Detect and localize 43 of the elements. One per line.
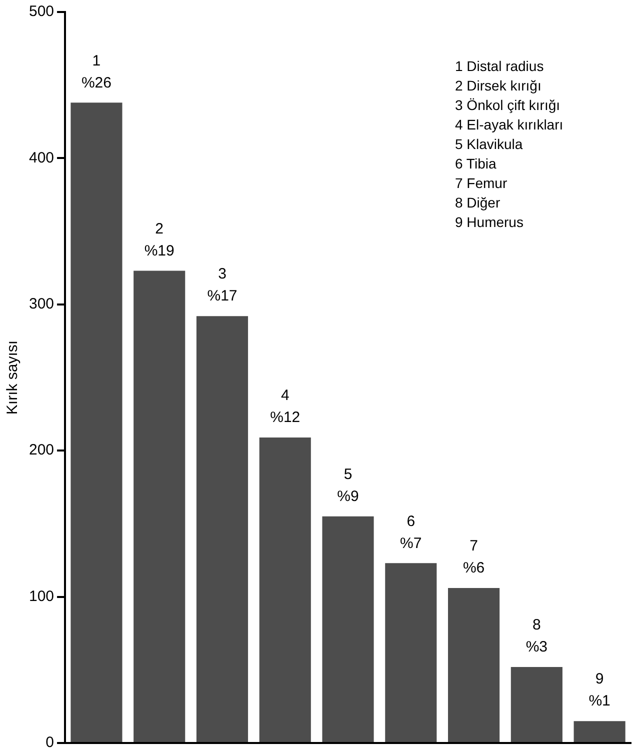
y-tick-label: 200 (28, 442, 54, 459)
annotation: 7 Femur (455, 174, 508, 191)
bar (196, 316, 248, 742)
annotation: 6 Tibia (455, 155, 496, 172)
annotation: %19 (144, 242, 174, 260)
annotation: 8 Diğer (455, 194, 500, 210)
x-tick-label: 2 (155, 220, 164, 238)
annotation: 2 Dirsek kırığı (455, 77, 542, 94)
bar (259, 437, 311, 742)
x-tick-label: 5 (344, 466, 352, 484)
y-tick-label: 0 (46, 734, 54, 752)
annotation: %3 (526, 638, 548, 656)
annotation: %1 (588, 692, 610, 710)
annotation: %6 (462, 560, 485, 577)
y-axis-title: Kırık sayısı (4, 340, 22, 415)
annotation: 1 Distal radius (455, 58, 544, 74)
y-tick-label: 400 (28, 149, 54, 166)
x-tick-label: 8 (532, 616, 541, 634)
annotation: %26 (81, 74, 112, 92)
bar (574, 721, 626, 742)
x-tick-label: 3 (218, 266, 226, 283)
annotation: %17 (207, 288, 238, 305)
bar (322, 516, 374, 742)
bar (448, 588, 500, 742)
annotation: %12 (270, 409, 300, 426)
annotation: %7 (400, 534, 422, 552)
x-tick-label: 9 (595, 670, 604, 688)
bar (510, 666, 562, 742)
x-tick-label: 1 (92, 52, 101, 70)
x-tick-label: 6 (406, 512, 416, 530)
annotation: 9 Humerus (455, 214, 524, 230)
annotation: 3 Önkol çift kırığı (455, 96, 560, 113)
y-tick-label: 100 (28, 588, 54, 605)
annotation: 4 El-ayak kırıkları (455, 116, 564, 132)
annotation: 5 Klavikula (455, 136, 523, 152)
bar (70, 102, 122, 742)
y-tick-label: 300 (28, 296, 54, 313)
x-tick-label: 7 (470, 538, 478, 555)
y-tick-label: 500 (28, 3, 54, 20)
bar (134, 270, 186, 742)
x-tick-label: 4 (280, 387, 290, 404)
annotation: %9 (337, 488, 359, 506)
bar (385, 563, 437, 742)
